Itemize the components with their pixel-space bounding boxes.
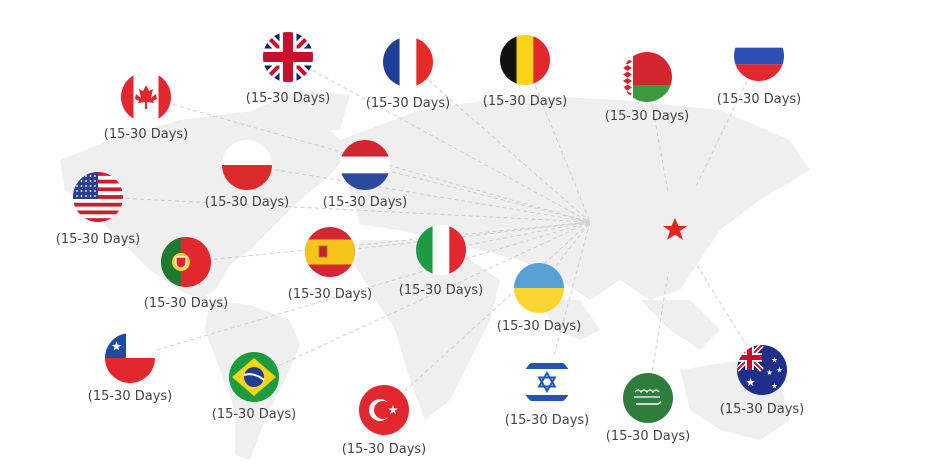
delivery-time-label: (15-30 Days) [204, 195, 290, 210]
flag-sa-icon [623, 373, 673, 423]
flag-tr-icon [359, 385, 409, 435]
route-line [440, 221, 591, 251]
flags [73, 31, 787, 435]
delivery-time-label: (15-30 Days) [103, 127, 189, 142]
route-line [253, 221, 591, 378]
route-line [383, 221, 591, 411]
red-star-icon [663, 218, 687, 240]
world-map [60, 90, 810, 460]
flag-be-icon [500, 35, 550, 85]
flag-it-icon [416, 225, 466, 275]
delivery-time-label: (15-30 Days) [604, 109, 690, 124]
delivery-time-label: (15-30 Days) [55, 232, 141, 247]
delivery-time-label: (15-30 Days) [322, 195, 408, 210]
route-line [287, 56, 591, 223]
flag-by-icon [622, 52, 672, 102]
delivery-time-label: (15-30 Days) [605, 429, 691, 444]
route-line [524, 59, 591, 223]
flag-ru-icon [734, 31, 784, 81]
flag-il-icon [522, 357, 572, 407]
delivery-time-label: (15-30 Days) [496, 319, 582, 334]
flag-br-icon [229, 352, 279, 402]
route-line [129, 221, 591, 359]
delivery-time-label: (15-30 Days) [287, 287, 373, 302]
delivery-time-label: (15-30 Days) [398, 283, 484, 298]
flag-pl-icon [222, 140, 272, 190]
route-line [329, 221, 591, 253]
flag-us-icon [73, 172, 123, 222]
flag-cl-icon [105, 333, 155, 383]
route-line [407, 61, 591, 223]
route-line [364, 164, 591, 223]
flag-es-icon [305, 227, 355, 277]
flag-uk-icon [263, 32, 313, 82]
flag-pt-icon [161, 237, 211, 287]
flag-fr-icon [383, 37, 433, 87]
delivery-time-label: (15-30 Days) [719, 402, 805, 417]
flag-nl-icon [340, 140, 390, 190]
delivery-time-label: (15-30 Days) [482, 94, 568, 109]
flag-ca-icon [121, 72, 171, 122]
delivery-time-label: (15-30 Days) [716, 92, 802, 107]
flag-ua-icon [514, 263, 564, 313]
delivery-time-label: (15-30 Days) [245, 91, 331, 106]
route-line [185, 221, 591, 263]
delivery-time-label: (15-30 Days) [211, 407, 297, 422]
delivery-time-label: (15-30 Days) [87, 389, 173, 404]
route-line [97, 196, 591, 223]
delivery-time-label: (15-30 Days) [341, 442, 427, 457]
delivery-time-label: (15-30 Days) [365, 96, 451, 111]
route-line [646, 76, 669, 192]
flag-au-icon [737, 345, 787, 395]
delivery-time-label: (15-30 Days) [504, 413, 590, 428]
delivery-time-label: (15-30 Days) [143, 296, 229, 311]
route-line [246, 164, 591, 223]
